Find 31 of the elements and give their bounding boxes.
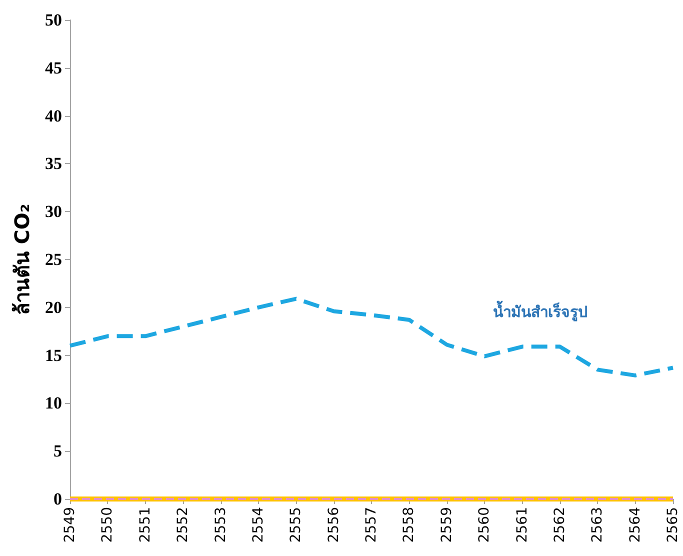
x-tick-label: 2555 <box>288 507 304 543</box>
x-tick-label: 2557 <box>364 507 380 543</box>
x-tick-label: 2565 <box>665 507 681 543</box>
x-tick-label: 2561 <box>514 507 530 543</box>
x-tick-label: 2549 <box>62 507 78 543</box>
y-axis-title: ล้านตัน CO₂ <box>10 204 34 316</box>
y-tick-label: 35 <box>45 154 62 174</box>
x-tick-label: 2564 <box>627 506 644 543</box>
x-tick-label: 2553 <box>212 507 229 543</box>
x-tick-label: 2552 <box>175 507 192 543</box>
y-tick-label: 45 <box>45 58 62 78</box>
x-tick-label: 2563 <box>590 507 606 543</box>
line-series <box>68 296 675 378</box>
y-tick-label: 30 <box>45 202 62 222</box>
x-tick-label: 2560 <box>476 507 493 543</box>
y-tick-label: 10 <box>45 394 62 413</box>
y-tick-label: 25 <box>45 250 62 269</box>
x-tick-label: 2551 <box>137 507 154 543</box>
x-tick-label: 2559 <box>438 507 455 543</box>
x-tick-label: 2554 <box>250 506 266 543</box>
x-tick-label: 2556 <box>326 506 342 543</box>
text: น้ำมันสำเร็จรูป <box>492 300 588 322</box>
x-tick-label: 2550 <box>100 507 116 543</box>
y-tick-label: 15 <box>45 346 62 365</box>
y-tick-label: 50 <box>45 10 62 30</box>
y-tick-label: 0 <box>54 490 62 508</box>
x-tick-label: 2558 <box>401 507 418 543</box>
y-tick-label: 20 <box>45 298 62 317</box>
y-tick-label: 5 <box>54 442 62 461</box>
x-tick-label: 2562 <box>552 507 568 543</box>
y-tick-label: 40 <box>45 106 62 126</box>
